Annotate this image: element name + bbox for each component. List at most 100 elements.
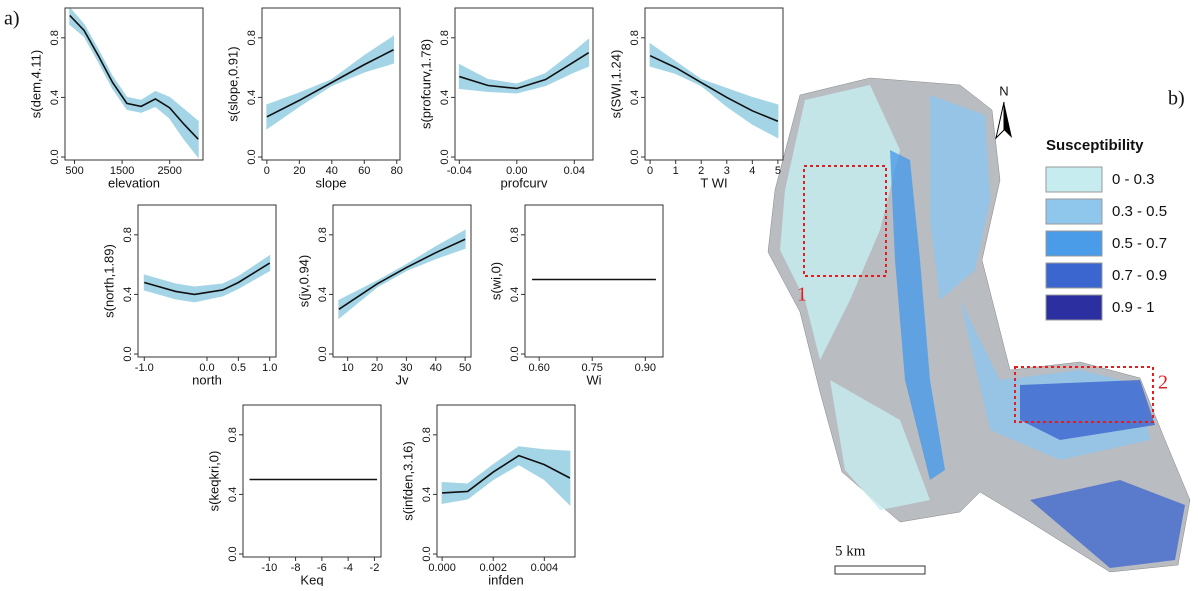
confidence-band — [144, 256, 269, 302]
x-tick-label: 0.04 — [564, 165, 585, 177]
x-tick-label: -10 — [261, 562, 277, 574]
y-tick-label: 0.4 — [509, 287, 521, 302]
y-axis-label: s(north,1.89) — [101, 244, 116, 318]
figure: a) b) 1 2 N Susceptibility 5 km 0 - 0.30… — [0, 0, 1198, 586]
x-tick-label: 0.000 — [428, 562, 456, 574]
y-tick-label: 0.4 — [49, 90, 61, 105]
y-tick-label: 0.4 — [629, 90, 641, 105]
panel: 0.00.40.8020406080slopes(slope,0.91) — [225, 8, 402, 190]
y-axis-label: s(profcurv,1.78) — [418, 39, 433, 129]
legend-swatch — [1046, 263, 1102, 288]
zone-label: 1 — [797, 284, 807, 306]
x-axis-label: slope — [315, 175, 346, 190]
y-tick-label: 0.8 — [122, 227, 134, 242]
y-tick-label: 0.8 — [421, 427, 433, 442]
x-tick-label: 20 — [371, 362, 383, 374]
x-axis-label: Keq — [300, 572, 323, 586]
confidence-band — [459, 39, 588, 93]
y-tick-label: 0.0 — [246, 149, 258, 164]
x-tick-label: 500 — [65, 165, 83, 177]
y-tick-label: 0.8 — [509, 227, 521, 242]
x-axis-label: north — [192, 372, 222, 387]
x-tick-label: 2500 — [157, 165, 181, 177]
y-tick-label: 0.0 — [122, 346, 134, 361]
y-tick-label: 0.8 — [317, 227, 329, 242]
panel-label: b) — [1168, 88, 1185, 110]
x-tick-label: 0.90 — [635, 362, 656, 374]
legend-label: 0.9 - 1 — [1112, 299, 1155, 316]
x-tick-label: 1 — [673, 165, 679, 177]
x-axis-label: Wi — [586, 372, 601, 387]
x-tick-label: -2 — [370, 562, 380, 574]
north-label: N — [999, 83, 1008, 98]
x-tick-label: 60 — [358, 165, 370, 177]
y-tick-label: 0.8 — [629, 30, 641, 45]
x-tick-label: 4 — [749, 165, 755, 177]
y-axis-label: s(wi,0) — [488, 262, 503, 300]
y-axis-label: s(keqkri,0) — [206, 451, 221, 512]
y-axis-label: s(SWI,1.24) — [608, 50, 623, 119]
legend-label: 0.5 - 0.7 — [1112, 235, 1167, 252]
plot-frame — [243, 405, 381, 557]
y-tick-label: 0.4 — [421, 487, 433, 502]
x-axis-label: infden — [488, 572, 523, 586]
y-tick-label: 0.8 — [49, 30, 61, 45]
north-arrow — [996, 102, 1004, 138]
y-tick-label: 0.4 — [317, 287, 329, 302]
x-axis-label: Jv — [396, 372, 410, 387]
panel-label: a) — [4, 8, 20, 30]
y-tick-label: 0.4 — [227, 487, 239, 502]
scale-bar — [835, 566, 925, 574]
legend-label: 0 - 0.3 — [1112, 171, 1155, 188]
x-tick-label: 0.004 — [531, 562, 559, 574]
y-tick-label: 0.4 — [122, 287, 134, 302]
y-axis-label: s(jv,0.94) — [296, 255, 311, 308]
x-tick-label: 0.5 — [231, 362, 246, 374]
x-tick-label: 50 — [459, 362, 471, 374]
y-tick-label: 0.8 — [246, 30, 258, 45]
north-arrow — [1004, 102, 1012, 138]
legend-swatch — [1046, 199, 1102, 224]
x-tick-label: 0 — [647, 165, 653, 177]
y-tick-label: 0.4 — [246, 90, 258, 105]
x-tick-label: 0 — [264, 165, 270, 177]
y-tick-label: 0.0 — [439, 149, 451, 164]
y-tick-label: 0.0 — [227, 546, 239, 561]
x-axis-label: T WI — [700, 175, 727, 190]
x-tick-label: -8 — [291, 562, 301, 574]
zone-label: 2 — [1158, 372, 1168, 394]
panel: 0.00.40.8-1.00.00.51.0norths(north,1.89) — [101, 205, 277, 387]
legend-swatch — [1046, 167, 1102, 192]
x-tick-label: 20 — [293, 165, 305, 177]
y-axis-label: s(slope,0.91) — [225, 46, 240, 121]
confidence-band — [339, 230, 465, 318]
y-axis-label: s(dem,4.11) — [28, 50, 43, 118]
y-tick-label: 0.0 — [421, 546, 433, 561]
x-axis-label: elevation — [108, 175, 160, 190]
legend-swatch — [1046, 231, 1102, 256]
legend-label: 0.3 - 0.5 — [1112, 203, 1167, 220]
legend-label: 0.7 - 0.9 — [1112, 267, 1167, 284]
x-tick-label: 10 — [342, 362, 354, 374]
x-tick-label: -4 — [343, 562, 353, 574]
legend-swatch — [1046, 295, 1102, 320]
x-tick-label: 0.60 — [528, 362, 549, 374]
panel: 0.00.40.8-10-8-6-4-2Keqs(keqkri,0) — [206, 405, 381, 586]
fit-line — [267, 50, 394, 117]
x-axis-label: profcurv — [501, 175, 548, 190]
confidence-band — [442, 447, 570, 505]
confidence-band — [70, 8, 198, 157]
legend-title: Susceptibility — [1046, 137, 1144, 154]
x-tick-label: 1.0 — [262, 362, 277, 374]
y-tick-label: 0.0 — [49, 149, 61, 164]
y-tick-label: 0.8 — [227, 427, 239, 442]
plot-frame — [525, 205, 663, 357]
plot-frame — [333, 205, 471, 357]
y-tick-label: 0.0 — [629, 149, 641, 164]
